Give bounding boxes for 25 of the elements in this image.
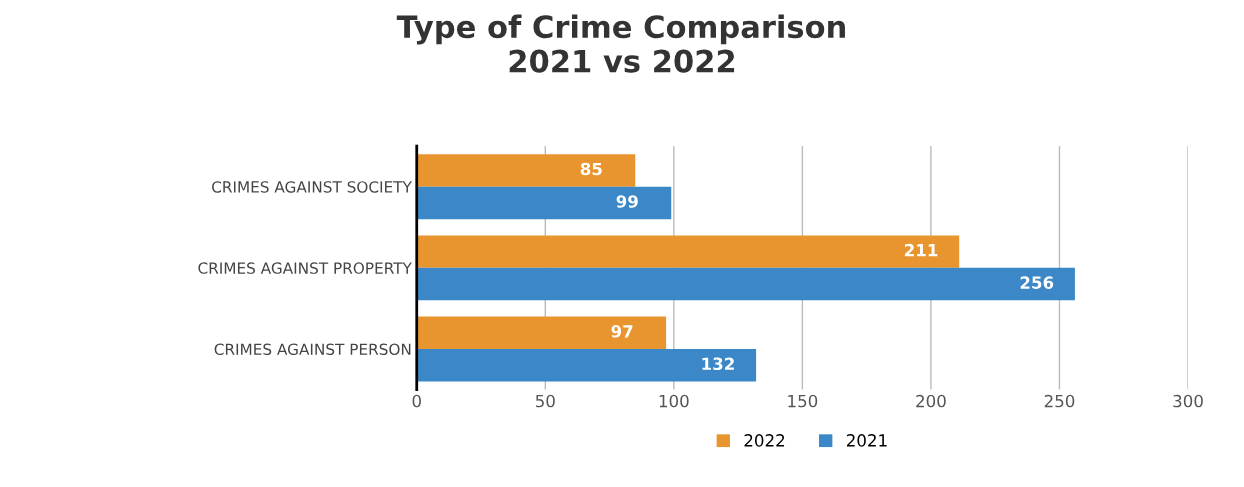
bar (416, 154, 636, 187)
legend-label: 2022 (744, 434, 785, 447)
data-label: 97 (611, 325, 633, 338)
data-label: 132 (702, 357, 734, 371)
x-tick-label: 50 (535, 394, 555, 408)
y-tick-label: CRIMES AGAINST PERSON (214, 343, 411, 356)
x-tick-label: 100 (659, 394, 689, 408)
bar (416, 267, 1075, 301)
x-tick-label: 250 (1044, 394, 1075, 408)
legend-label: 2021 (846, 434, 887, 447)
bar (416, 235, 960, 268)
data-label: 211 (904, 243, 938, 257)
y-tick-label: CRIMES AGAINST PROPERTY (198, 262, 412, 274)
x-tick-label: 150 (788, 394, 818, 408)
bar (416, 186, 672, 220)
x-tick-label: 200 (916, 394, 946, 408)
chart-title: Type of Crime Comparison 2021 vs 2022 (396, 14, 845, 73)
data-label: 85 (580, 162, 602, 176)
data-label: 256 (1020, 276, 1054, 289)
x-tick-label: 300 (1173, 394, 1203, 408)
bar (416, 349, 757, 382)
bar (416, 316, 667, 350)
data-label: 99 (616, 195, 638, 208)
y-tick-label: CRIMES AGAINST SOCIETY (212, 181, 412, 193)
x-tick-label: 0 (412, 394, 421, 408)
